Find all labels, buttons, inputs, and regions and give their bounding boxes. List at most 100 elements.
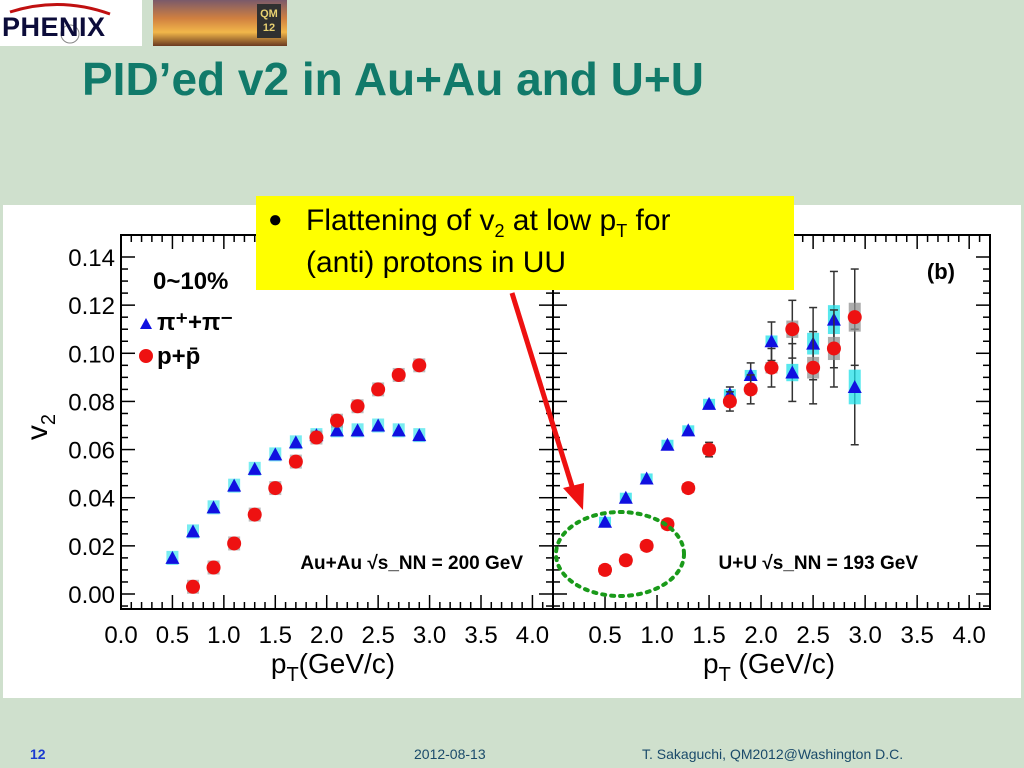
proton-point (681, 481, 696, 496)
proton-point (350, 399, 365, 414)
y-tick-label: 0.08 (68, 389, 115, 416)
proton-point (247, 507, 262, 522)
callout-line-2: (anti) protons in UU (306, 246, 567, 279)
pion-point (206, 500, 221, 514)
pion-point (618, 490, 633, 504)
callout-text-a: Flattening of v (306, 204, 495, 237)
x-tick-label: 4.0 (516, 622, 549, 649)
legend-proton-label: p+p̄ (157, 343, 200, 370)
pion-point (186, 524, 200, 538)
pion-point (247, 461, 262, 475)
callout-line-1: Flattening of v2 at low pT for (306, 204, 671, 242)
pion-point (412, 428, 427, 442)
pion-point (288, 435, 303, 449)
panel-label: (b) (927, 259, 955, 284)
pion-point (764, 334, 779, 348)
proton-point (806, 360, 821, 375)
pion-point (391, 423, 406, 437)
proton-point (309, 430, 324, 445)
pion-point (785, 365, 800, 379)
x-tick-label: 3.5 (464, 622, 497, 649)
callout-text-c: for (627, 204, 671, 237)
system-label: U+U √s_NN = 193 GeV (719, 553, 919, 574)
proton-point (598, 562, 613, 577)
callout-sub-p: T (616, 221, 628, 241)
highlight-ellipse (554, 510, 686, 598)
pion-point (165, 550, 180, 564)
x-tick-label: 3.5 (900, 622, 933, 649)
proton-point (702, 442, 717, 457)
proton-point (288, 454, 303, 469)
x-tick-label: 4.0 (953, 622, 986, 649)
pion-point (660, 437, 675, 451)
footer-author: T. Sakaguchi, QM2012@Washington D.C. (642, 746, 904, 762)
y-tick-label: 0.10 (68, 341, 115, 368)
pion-point (702, 396, 717, 410)
y-tick-label: 0.04 (68, 486, 115, 513)
x-axis-label: pT(GeV/c) (271, 648, 395, 686)
pion-point (268, 447, 283, 461)
proton-point (618, 553, 633, 568)
x-tick-label: 1.5 (259, 622, 292, 649)
proton-point (639, 538, 654, 553)
conference-photo: QM 12 (153, 0, 287, 46)
x-tick-label: 2.0 (744, 622, 777, 649)
proton-point (268, 481, 283, 496)
y-tick-label: 0.06 (68, 438, 115, 465)
x-axis-label: pT (GeV/c) (703, 648, 835, 686)
x-tick-label: 0.0 (104, 622, 137, 649)
y-tick-label: 0.14 (68, 245, 115, 272)
proton-point (847, 310, 862, 325)
proton-point (186, 579, 200, 594)
x-tick-label: 0.5 (156, 622, 189, 649)
pion-point (639, 471, 654, 485)
slide-title: PID’ed v2 in Au+Au and U+U (82, 53, 704, 105)
logo-text: PHENIX (2, 12, 106, 42)
callout-sub-v: 2 (494, 221, 505, 241)
pion-point (371, 418, 386, 432)
legend-pion-label: π⁺+π⁻ (157, 309, 233, 336)
page-number: 12 (30, 746, 46, 762)
arrow-head-icon (563, 483, 584, 510)
x-tick-label: 2.5 (361, 622, 394, 649)
pion-point (598, 514, 613, 528)
x-tick-label: 3.0 (848, 622, 881, 649)
qm12-badge: QM 12 (257, 4, 281, 38)
bullet-icon: ● (268, 206, 283, 233)
x-tick-label: 1.0 (207, 622, 240, 649)
legend-pion-marker (140, 318, 152, 329)
pion-point (847, 379, 862, 393)
proton-point (785, 322, 800, 337)
centrality-label: 0~10% (153, 268, 228, 295)
proton-point (206, 560, 221, 575)
legend-proton-marker (139, 349, 153, 363)
x-tick-label: 0.5 (588, 622, 621, 649)
x-tick-label: 3.0 (413, 622, 446, 649)
x-tick-label: 2.5 (796, 622, 829, 649)
y-tick-label: 0.00 (68, 582, 115, 609)
footer-date: 2012-08-13 (414, 746, 486, 762)
pion-point (227, 478, 242, 492)
logo-swoosh-icon (9, 2, 111, 44)
y-tick-label: 0.12 (68, 293, 115, 320)
annotation-arrow (509, 292, 578, 497)
y-axis-label: v2 (21, 414, 60, 440)
panel-u-u: 0.5 1.0 1.5 2.0 2.5 3.0 3.5 4.0 pT (GeV/c) (b) U+U… (552, 234, 991, 686)
proton-point (722, 394, 737, 409)
proton-point (371, 382, 386, 397)
pion-point (330, 423, 344, 437)
phenix-logo: PHENIX (0, 0, 142, 46)
y-tick-label: 0.02 (68, 534, 115, 561)
callout-text-b: at low p (504, 204, 617, 237)
proton-point (227, 536, 242, 551)
proton-point (743, 382, 758, 397)
x-tick-label: 1.5 (692, 622, 725, 649)
proton-point (826, 341, 841, 356)
x-tick-label: 1.0 (640, 622, 673, 649)
callout-box: ● Flattening of v2 at low pT for (anti) … (256, 196, 794, 290)
proton-point (764, 360, 779, 375)
pion-point (350, 423, 365, 437)
system-label: Au+Au √s_NN = 200 GeV (300, 553, 523, 574)
proton-point (412, 358, 427, 373)
